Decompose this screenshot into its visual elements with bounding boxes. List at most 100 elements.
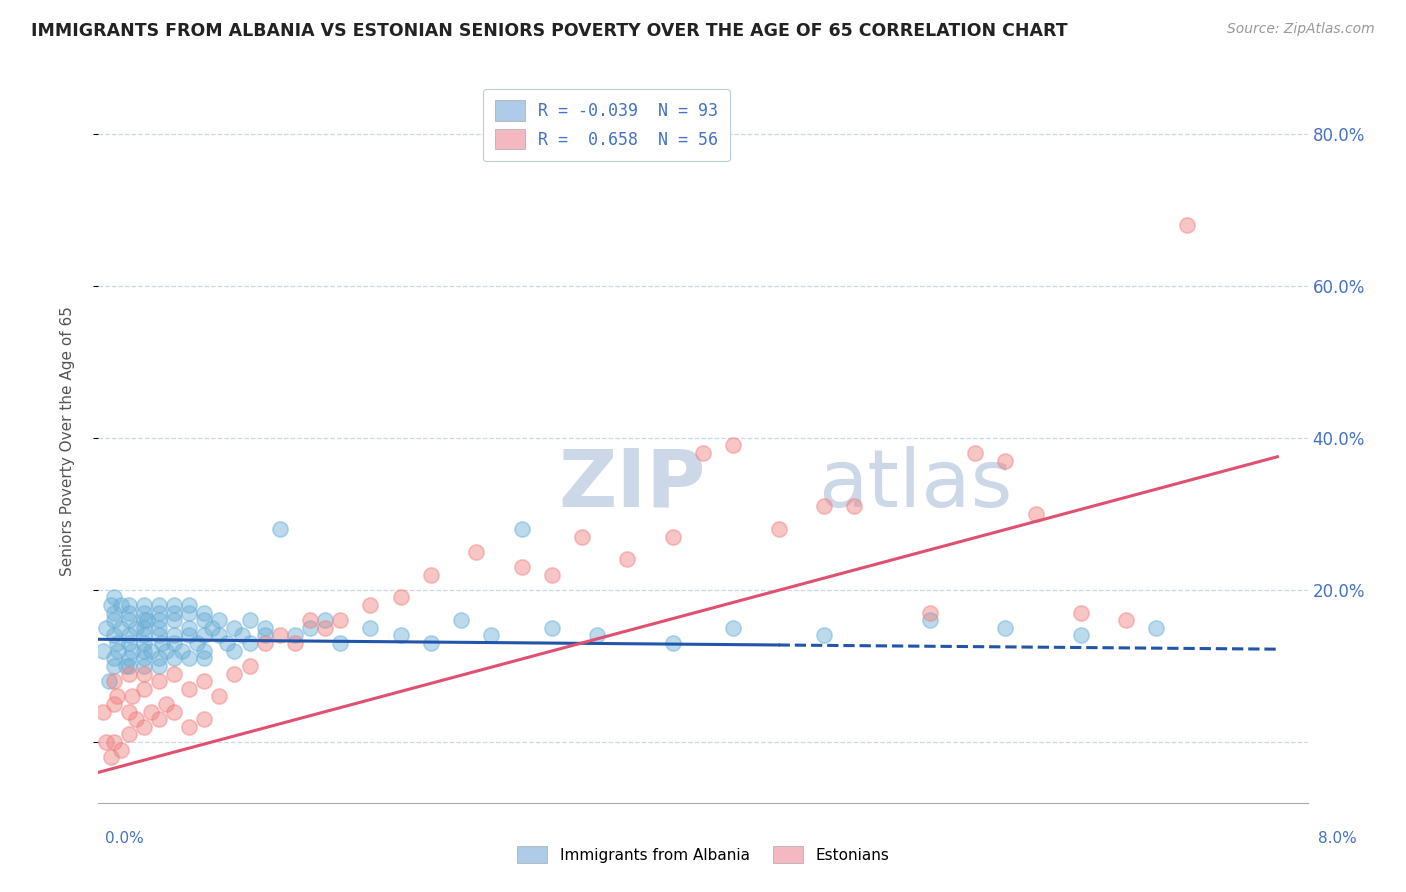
Point <box>132 598 155 612</box>
Point <box>450 613 472 627</box>
Point <box>114 659 136 673</box>
Point <box>148 606 170 620</box>
Point <box>1175 218 1198 232</box>
Point <box>118 628 141 642</box>
Point <box>141 705 163 719</box>
Point <box>148 659 170 673</box>
Point <box>125 621 148 635</box>
Point <box>103 613 125 627</box>
Point <box>284 628 307 642</box>
Point <box>103 651 125 665</box>
Point <box>965 446 987 460</box>
Point <box>193 606 215 620</box>
Point <box>155 697 177 711</box>
Point <box>389 628 412 642</box>
Point <box>193 628 215 642</box>
Point <box>723 621 745 635</box>
Point <box>118 598 141 612</box>
Point <box>148 628 170 642</box>
Point <box>1025 507 1047 521</box>
Point <box>510 560 533 574</box>
Text: atlas: atlas <box>818 446 1012 524</box>
Point <box>132 651 155 665</box>
Point <box>110 742 132 756</box>
Point <box>193 613 215 627</box>
Point <box>150 636 173 650</box>
Point <box>239 636 262 650</box>
Text: 8.0%: 8.0% <box>1317 831 1357 847</box>
Point <box>125 712 148 726</box>
Point <box>163 628 186 642</box>
Point <box>132 606 155 620</box>
Point <box>571 530 593 544</box>
Y-axis label: Seniors Poverty Over the Age of 65: Seniors Poverty Over the Age of 65 <box>60 307 75 576</box>
Point <box>186 636 208 650</box>
Point <box>118 705 141 719</box>
Point <box>661 636 683 650</box>
Point <box>253 636 276 650</box>
Point <box>148 712 170 726</box>
Point <box>208 628 231 642</box>
Point <box>105 690 128 704</box>
Point <box>91 705 114 719</box>
Text: IMMIGRANTS FROM ALBANIA VS ESTONIAN SENIORS POVERTY OVER THE AGE OF 65 CORRELATI: IMMIGRANTS FROM ALBANIA VS ESTONIAN SENI… <box>31 22 1067 40</box>
Point <box>692 446 714 460</box>
Point <box>314 613 336 627</box>
Point <box>132 681 155 696</box>
Point <box>540 621 562 635</box>
Point <box>918 613 941 627</box>
Point <box>239 613 262 627</box>
Point <box>813 499 835 513</box>
Point <box>98 674 121 689</box>
Point <box>170 643 193 657</box>
Point <box>389 591 412 605</box>
Point <box>100 750 122 764</box>
Point <box>239 659 262 673</box>
Point <box>284 636 307 650</box>
Point <box>193 651 215 665</box>
Point <box>813 628 835 642</box>
Point <box>132 636 155 650</box>
Point <box>103 697 125 711</box>
Point <box>132 643 155 657</box>
Point <box>103 591 125 605</box>
Point <box>616 552 638 566</box>
Point <box>118 606 141 620</box>
Point <box>329 636 352 650</box>
Point <box>132 613 155 627</box>
Point <box>163 666 186 681</box>
Point <box>132 720 155 734</box>
Point <box>118 651 141 665</box>
Point <box>148 613 170 627</box>
Point <box>360 621 382 635</box>
Point <box>420 567 443 582</box>
Point <box>110 621 132 635</box>
Point <box>253 621 276 635</box>
Point <box>1070 628 1092 642</box>
Point <box>118 613 141 627</box>
Point <box>314 621 336 635</box>
Point <box>163 705 186 719</box>
Point <box>269 628 291 642</box>
Point <box>193 674 215 689</box>
Point <box>1146 621 1168 635</box>
Text: Source: ZipAtlas.com: Source: ZipAtlas.com <box>1227 22 1375 37</box>
Point <box>103 606 125 620</box>
Point <box>179 598 201 612</box>
Legend: R = -0.039  N = 93, R =  0.658  N = 56: R = -0.039 N = 93, R = 0.658 N = 56 <box>482 88 730 161</box>
Point <box>208 690 231 704</box>
Point <box>103 659 125 673</box>
Text: 0.0%: 0.0% <box>105 831 145 847</box>
Point <box>208 613 231 627</box>
Point <box>132 666 155 681</box>
Point <box>586 628 609 642</box>
Point <box>299 621 322 635</box>
Point <box>994 621 1017 635</box>
Point <box>110 598 132 612</box>
Point <box>132 621 155 635</box>
Point <box>231 628 253 642</box>
Point <box>179 720 201 734</box>
Point <box>148 598 170 612</box>
Point <box>918 606 941 620</box>
Point <box>118 727 141 741</box>
